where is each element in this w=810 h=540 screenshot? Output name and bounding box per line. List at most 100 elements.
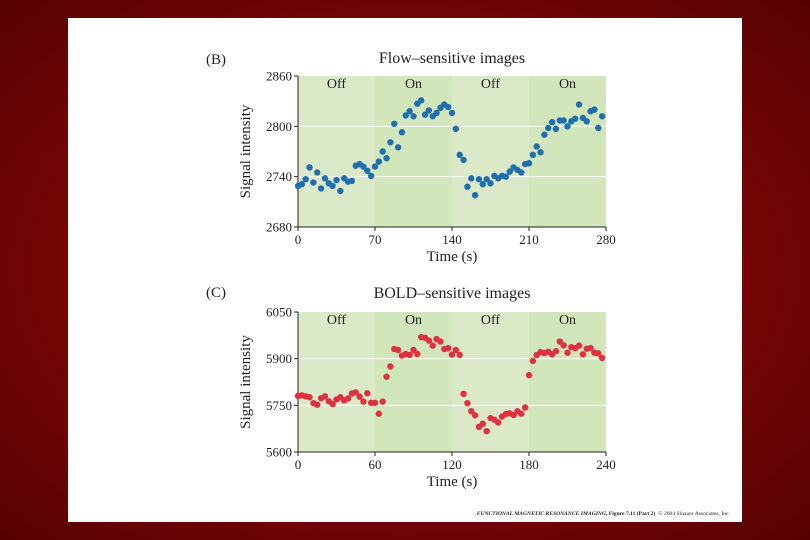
chart-title: Flow–sensitive images: [379, 50, 525, 67]
data-point: [598, 354, 606, 362]
data-point: [310, 179, 317, 186]
data-point: [394, 346, 402, 354]
data-point: [383, 155, 390, 162]
data-point: [391, 120, 398, 128]
data-point: [314, 401, 321, 408]
data-point: [483, 175, 490, 183]
block-label-2: Off: [481, 77, 501, 92]
data-point: [464, 183, 471, 190]
data-point: [471, 412, 479, 419]
data-point: [471, 191, 479, 199]
data-point: [406, 351, 413, 359]
data-point: [452, 346, 460, 354]
data-point: [579, 351, 587, 358]
block-label-3: On: [559, 313, 576, 328]
data-point: [595, 124, 602, 132]
data-point: [306, 394, 313, 401]
data-point: [433, 109, 440, 117]
data-point: [518, 169, 525, 176]
y-tick-label-0: 2860: [266, 69, 292, 84]
y-tick-label-2: 5750: [266, 398, 292, 413]
block-label-0: Off: [327, 313, 347, 328]
data-point: [456, 351, 463, 359]
credit-book-title: FUNCTIONAL MAGNETIC RESONANCE IMAGING: [477, 511, 606, 517]
data-point: [552, 348, 560, 355]
data-point: [329, 182, 336, 190]
data-point: [364, 390, 371, 397]
data-point: [437, 338, 444, 345]
data-point: [548, 118, 556, 126]
data-point: [537, 149, 544, 156]
data-point: [375, 158, 383, 165]
data-point: [564, 349, 571, 356]
x-tick-label-0: 0: [295, 457, 302, 472]
data-point: [452, 125, 460, 133]
data-point: [314, 169, 321, 176]
y-tick-label-0: 6050: [266, 305, 292, 320]
data-point: [529, 151, 537, 159]
data-point: [406, 108, 413, 115]
data-point: [456, 151, 463, 159]
data-point: [529, 357, 537, 365]
data-point: [444, 103, 452, 111]
data-point: [460, 156, 467, 164]
data-point: [575, 342, 583, 349]
block-off-2: [452, 312, 529, 452]
data-point: [598, 113, 606, 120]
y-tick-label-1: 5900: [266, 351, 292, 366]
data-point: [506, 168, 513, 175]
data-point: [595, 350, 602, 357]
credit-line: FUNCTIONAL MAGNETIC RESONANCE IMAGING, F…: [477, 510, 731, 517]
y-tick-label-1: 2800: [266, 119, 292, 134]
data-point: [475, 175, 483, 183]
data-point: [560, 117, 567, 124]
x-tick-label-4: 240: [596, 457, 616, 472]
block-off-2: [452, 76, 529, 227]
data-point: [329, 400, 336, 408]
y-tick-label-3: 2680: [266, 220, 292, 235]
data-point: [591, 106, 598, 113]
panel-label: (C): [206, 285, 226, 301]
data-point: [306, 164, 313, 171]
data-point: [356, 393, 363, 400]
x-tick-label-2: 120: [442, 457, 462, 472]
data-point: [321, 393, 329, 400]
data-point: [402, 112, 409, 119]
data-point: [429, 342, 436, 349]
y-tick-label-2: 2740: [266, 169, 292, 184]
block-label-0: Off: [327, 77, 347, 92]
data-point: [379, 398, 386, 405]
data-point: [479, 420, 486, 427]
x-axis-label: Time (s): [427, 249, 478, 265]
y-tick-label-3: 5600: [266, 445, 292, 460]
data-point: [333, 176, 340, 184]
data-point: [468, 175, 475, 182]
data-point: [410, 113, 417, 120]
data-point: [479, 181, 486, 188]
data-point: [564, 123, 571, 130]
data-point: [533, 143, 540, 150]
data-point: [560, 342, 567, 349]
x-tick-label-3: 210: [519, 232, 539, 247]
x-tick-label-2: 140: [442, 232, 462, 247]
block-off-0: [298, 312, 375, 452]
slide-content: Off On Off On 2860 2800 2740 2680 0 70 140 210 280 Ti…: [68, 18, 742, 522]
block-label-1: On: [405, 313, 422, 328]
data-point: [337, 187, 344, 195]
data-point: [502, 173, 510, 180]
data-point: [572, 115, 579, 122]
y-axis-label: Signal intensity: [238, 335, 254, 429]
data-point: [487, 180, 494, 187]
data-point: [360, 163, 367, 170]
data-point: [448, 109, 456, 117]
data-point: [364, 167, 371, 174]
x-axis-label: Time (s): [427, 474, 478, 490]
block-label-2: Off: [481, 313, 501, 328]
data-point: [410, 346, 417, 354]
data-point: [360, 398, 367, 405]
data-point: [367, 172, 375, 180]
data-point: [414, 350, 421, 358]
